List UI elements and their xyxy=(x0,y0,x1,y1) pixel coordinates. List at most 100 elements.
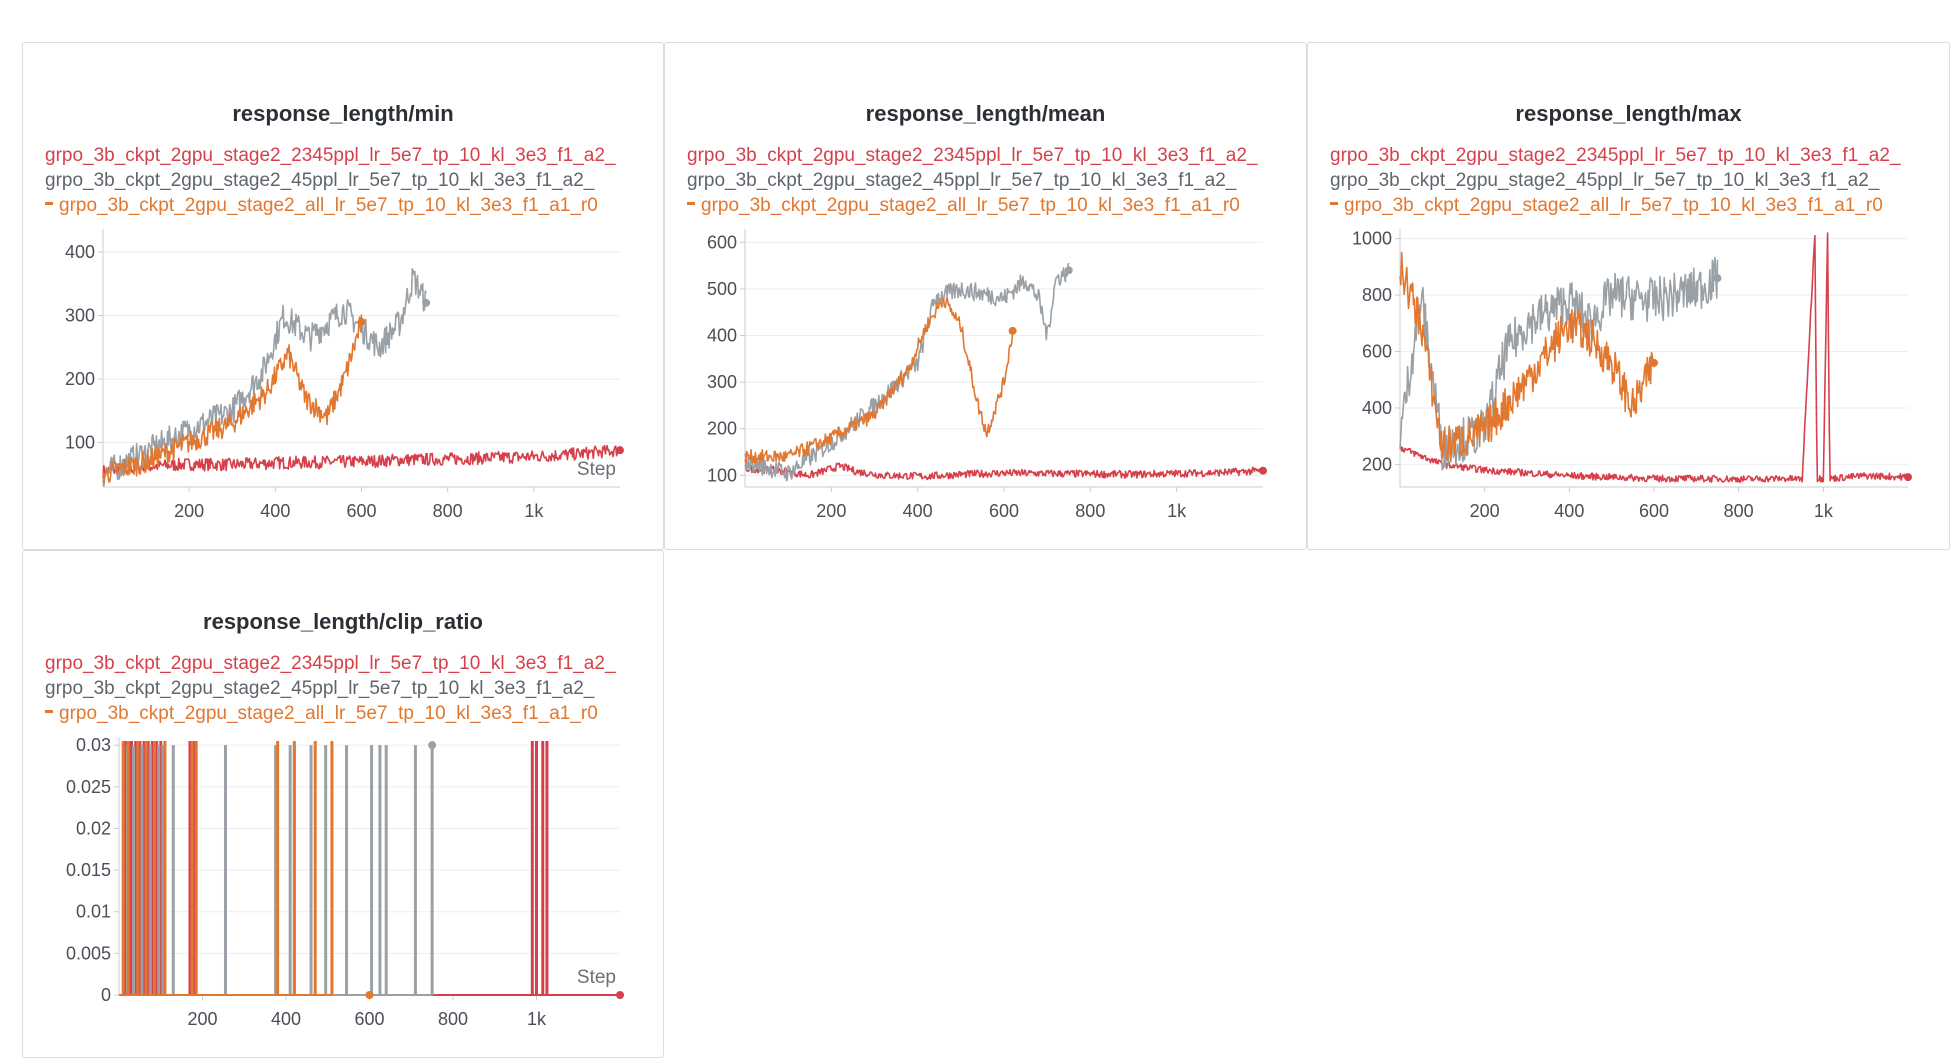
x-tick-label: 800 xyxy=(433,501,463,521)
chart-panel-mean[interactable]: response_length/mean grpo_3b_ckpt_2gpu_s… xyxy=(664,42,1307,550)
legend-entry-2[interactable]: grpo_3b_ckpt_2gpu_stage2_all_lr_5e7_tp_1… xyxy=(687,193,1284,218)
series-gray-end-marker xyxy=(422,298,431,307)
plot-area[interactable]: 0 0.005 0.01 0.015 0.02 0.025 0.03 200 400 600 800… xyxy=(23,551,664,1058)
legend: grpo_3b_ckpt_2gpu_stage2_2345ppl_lr_5e7_… xyxy=(45,143,641,218)
y-tick-label: 500 xyxy=(707,279,737,299)
chart-title: response_length/clip_ratio xyxy=(203,609,483,634)
series-gray-line xyxy=(1399,256,1719,471)
chart-panel-max[interactable]: response_length/max grpo_3b_ckpt_2gpu_st… xyxy=(1307,42,1950,550)
series-orange-end-marker xyxy=(1650,358,1658,367)
series-orange-line xyxy=(102,314,363,484)
series-red-end-marker xyxy=(616,991,624,999)
x-tick-label: 1k xyxy=(1814,501,1834,521)
series-red-end-marker xyxy=(1259,466,1267,475)
y-tick-label: 0 xyxy=(101,985,111,1005)
legend-entry-2[interactable]: grpo_3b_ckpt_2gpu_stage2_all_lr_5e7_tp_1… xyxy=(1330,193,1927,218)
chart-title: response_length/max xyxy=(1515,101,1742,126)
plot-area[interactable]: 100 200 300 400 200 400 600 800 1k Step xyxy=(23,43,664,550)
y-tick-label: 200 xyxy=(1362,454,1392,474)
x-tick-label: 1k xyxy=(1167,501,1187,521)
legend-entry-1[interactable]: grpo_3b_ckpt_2gpu_stage2_45ppl_lr_5e7_tp… xyxy=(1330,168,1927,193)
y-tick-label: 400 xyxy=(707,326,737,346)
series-orange-end-marker xyxy=(365,991,374,999)
legend-marker xyxy=(1330,202,1338,206)
series-red-line xyxy=(744,462,1264,481)
legend-entry-1[interactable]: grpo_3b_ckpt_2gpu_stage2_45ppl_lr_5e7_tp… xyxy=(45,676,641,701)
legend-label: grpo_3b_ckpt_2gpu_stage2_2345ppl_lr_5e7_… xyxy=(45,145,616,166)
x-tick-label: 400 xyxy=(260,501,290,521)
x-tick-label: 600 xyxy=(989,501,1019,521)
legend-entry-1[interactable]: grpo_3b_ckpt_2gpu_stage2_45ppl_lr_5e7_tp… xyxy=(687,168,1284,193)
x-tick-label: 800 xyxy=(438,1009,468,1029)
x-tick-label: 1k xyxy=(527,1009,547,1029)
legend-label: grpo_3b_ckpt_2gpu_stage2_2345ppl_lr_5e7_… xyxy=(1330,145,1901,166)
chart-title: response_length/mean xyxy=(865,101,1106,126)
y-tick-label: 0.02 xyxy=(76,818,111,838)
legend-label: grpo_3b_ckpt_2gpu_stage2_45ppl_lr_5e7_tp… xyxy=(45,170,595,191)
y-tick-label: 1000 xyxy=(1352,229,1392,249)
series-red-end-marker xyxy=(1904,473,1912,482)
y-tick-label: 400 xyxy=(1362,398,1392,418)
x-tick-label: 400 xyxy=(903,501,933,521)
series-orange-end-marker xyxy=(1008,326,1017,335)
x-tick-label: 200 xyxy=(1470,501,1500,521)
x-tick-label: 600 xyxy=(1639,501,1669,521)
chart-panel-clip-ratio[interactable]: response_length/clip_ratio grpo_3b_ckpt_… xyxy=(22,550,664,1058)
series-orange-line xyxy=(1399,251,1655,463)
legend-label: grpo_3b_ckpt_2gpu_stage2_all_lr_5e7_tp_1… xyxy=(1344,195,1883,216)
y-tick-label: 300 xyxy=(707,372,737,392)
x-tick-label: 800 xyxy=(1724,501,1754,521)
y-tick-label: 200 xyxy=(65,369,95,389)
legend: grpo_3b_ckpt_2gpu_stage2_2345ppl_lr_5e7_… xyxy=(1330,143,1927,218)
legend-label: grpo_3b_ckpt_2gpu_stage2_2345ppl_lr_5e7_… xyxy=(687,145,1258,166)
y-tick-label: 600 xyxy=(707,232,737,252)
legend-label: grpo_3b_ckpt_2gpu_stage2_all_lr_5e7_tp_1… xyxy=(59,195,598,216)
y-tick-label: 800 xyxy=(1362,285,1392,305)
y-tick-label: 100 xyxy=(65,433,95,453)
series-orange-end-marker xyxy=(357,317,366,326)
legend-entry-0[interactable]: grpo_3b_ckpt_2gpu_stage2_2345ppl_lr_5e7_… xyxy=(687,143,1284,168)
x-tick-label: 400 xyxy=(1554,501,1584,521)
legend-entry-2[interactable]: grpo_3b_ckpt_2gpu_stage2_all_lr_5e7_tp_1… xyxy=(45,193,641,218)
legend-marker xyxy=(687,202,695,206)
legend-entry-0[interactable]: grpo_3b_ckpt_2gpu_stage2_2345ppl_lr_5e7_… xyxy=(45,651,641,676)
x-tick-label: 400 xyxy=(271,1009,301,1029)
plot-area[interactable]: 100 200 300 400 500 600 200 400 600 800 1k xyxy=(665,43,1307,550)
series-orange-line xyxy=(744,296,1014,465)
legend-entry-0[interactable]: grpo_3b_ckpt_2gpu_stage2_2345ppl_lr_5e7_… xyxy=(45,143,641,168)
legend-label: grpo_3b_ckpt_2gpu_stage2_45ppl_lr_5e7_tp… xyxy=(687,170,1237,191)
y-tick-label: 200 xyxy=(707,419,737,439)
series-red-end-marker xyxy=(616,446,624,455)
series-red-line xyxy=(1399,232,1909,484)
legend-label: grpo_3b_ckpt_2gpu_stage2_45ppl_lr_5e7_tp… xyxy=(45,678,595,699)
series-gray-end-marker xyxy=(1713,274,1722,283)
legend-label: grpo_3b_ckpt_2gpu_stage2_45ppl_lr_5e7_tp… xyxy=(1330,170,1880,191)
legend: grpo_3b_ckpt_2gpu_stage2_2345ppl_lr_5e7_… xyxy=(45,651,641,726)
y-tick-label: 100 xyxy=(707,465,737,485)
y-tick-label: 0.005 xyxy=(66,943,111,963)
legend-label: grpo_3b_ckpt_2gpu_stage2_all_lr_5e7_tp_1… xyxy=(59,703,598,724)
x-tick-label: 600 xyxy=(354,1009,384,1029)
x-tick-label: 200 xyxy=(816,501,846,521)
legend-entry-0[interactable]: grpo_3b_ckpt_2gpu_stage2_2345ppl_lr_5e7_… xyxy=(1330,143,1927,168)
x-axis-step-label: Step xyxy=(577,459,616,480)
series-gray-end-marker xyxy=(1064,266,1073,275)
x-tick-label: 1k xyxy=(524,501,544,521)
legend-entry-2[interactable]: grpo_3b_ckpt_2gpu_stage2_all_lr_5e7_tp_1… xyxy=(45,701,641,726)
chart-title: response_length/min xyxy=(232,101,454,126)
plot-area[interactable]: 200 400 600 800 1000 200 400 600 800 1k xyxy=(1308,43,1950,550)
legend-label: grpo_3b_ckpt_2gpu_stage2_2345ppl_lr_5e7_… xyxy=(45,653,616,674)
x-tick-label: 600 xyxy=(346,501,376,521)
y-tick-label: 300 xyxy=(65,306,95,326)
chart-panel-min[interactable]: response_length/min grpo_3b_ckpt_2gpu_st… xyxy=(22,42,664,550)
legend-marker xyxy=(45,202,53,206)
x-tick-label: 200 xyxy=(187,1009,217,1029)
series-gray-line xyxy=(744,262,1070,482)
y-tick-label: 0.03 xyxy=(76,735,111,755)
legend-entry-1[interactable]: grpo_3b_ckpt_2gpu_stage2_45ppl_lr_5e7_tp… xyxy=(45,168,641,193)
x-tick-label: 800 xyxy=(1075,501,1105,521)
y-tick-label: 600 xyxy=(1362,342,1392,362)
legend-label: grpo_3b_ckpt_2gpu_stage2_all_lr_5e7_tp_1… xyxy=(701,195,1240,216)
y-tick-label: 0.015 xyxy=(66,860,111,880)
series-gray-end-marker xyxy=(428,741,437,750)
